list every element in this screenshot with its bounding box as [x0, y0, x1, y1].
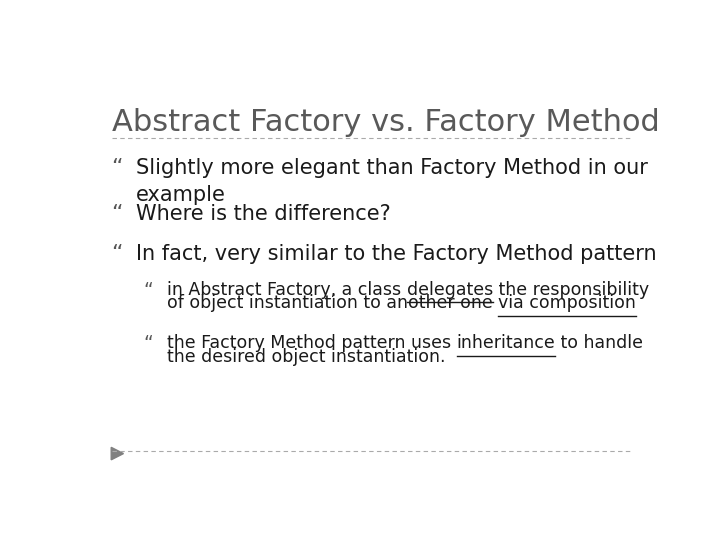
Text: the Factory Method pattern uses: the Factory Method pattern uses — [167, 334, 456, 352]
Text: “: “ — [111, 158, 122, 178]
Text: via composition: via composition — [498, 294, 636, 313]
Text: Slightly more elegant than Factory Method in our
example: Slightly more elegant than Factory Metho… — [136, 158, 647, 205]
Text: the responsibility: the responsibility — [493, 281, 649, 299]
Text: “: “ — [111, 204, 122, 224]
Text: in Abstract Factory, a class: in Abstract Factory, a class — [167, 281, 407, 299]
Text: the desired object instantiation.: the desired object instantiation. — [167, 348, 446, 366]
Text: inheritance: inheritance — [456, 334, 555, 352]
Text: Abstract Factory vs. Factory Method: Abstract Factory vs. Factory Method — [112, 109, 660, 138]
Polygon shape — [111, 447, 124, 460]
Text: of object instantiation to another one: of object instantiation to another one — [167, 294, 498, 313]
Text: Where is the difference?: Where is the difference? — [136, 204, 390, 224]
Text: to handle: to handle — [555, 334, 644, 352]
Text: “: “ — [111, 244, 122, 264]
Text: “: “ — [143, 281, 153, 300]
Text: “: “ — [143, 334, 153, 353]
Text: delegates: delegates — [407, 281, 493, 299]
Text: In fact, very similar to the Factory Method pattern: In fact, very similar to the Factory Met… — [136, 244, 657, 264]
